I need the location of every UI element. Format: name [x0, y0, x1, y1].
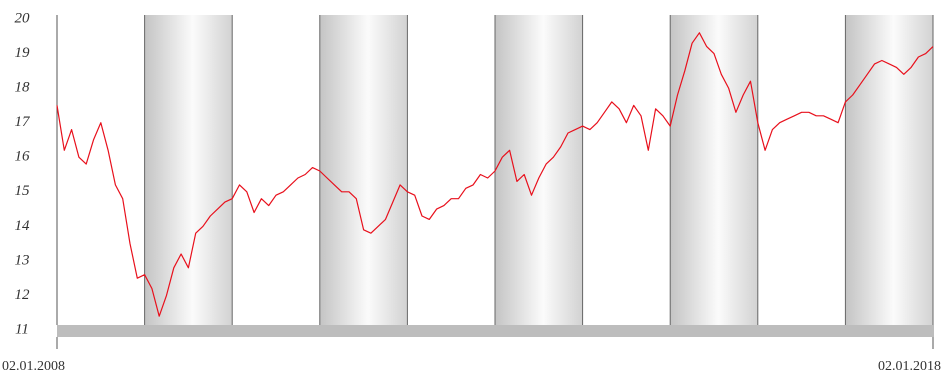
band [495, 15, 583, 325]
band [319, 15, 408, 325]
year-bands [144, 15, 934, 325]
y-tick-label: 19 [15, 45, 31, 61]
y-tick-label: 17 [15, 114, 32, 130]
y-tick-label: 12 [15, 287, 31, 303]
y-tick-label: 11 [15, 321, 29, 337]
price-line [56, 32, 934, 317]
x-axis-bar [57, 325, 934, 337]
band [144, 15, 233, 325]
y-tick-label: 15 [15, 183, 31, 199]
y-tick-label: 14 [15, 218, 31, 234]
y-tick-label: 20 [15, 10, 31, 26]
y-tick-label: 16 [15, 149, 31, 165]
x-tick-label: 02.01.2018 [878, 359, 941, 374]
band [670, 15, 758, 325]
x-tick-label: 02.01.2008 [2, 359, 65, 374]
y-tick-label: 13 [15, 252, 30, 268]
band [845, 15, 933, 325]
y-tick-label: 18 [15, 80, 31, 96]
